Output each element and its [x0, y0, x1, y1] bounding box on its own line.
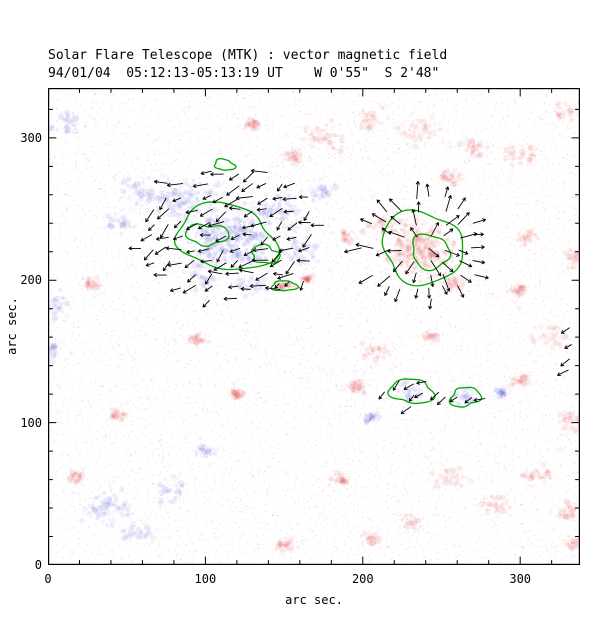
y-tick-label: 100	[20, 415, 42, 430]
x-tick-label: 300	[509, 572, 532, 586]
figure-title: Solar Flare Telescope (MTK) : vector mag…	[48, 48, 448, 63]
y-axis-label: arc sec.	[5, 297, 19, 355]
y-tick-label: 200	[20, 273, 42, 288]
magnetogram-canvas	[48, 88, 580, 565]
y-tick-label: 300	[20, 130, 42, 145]
x-tick-label: 100	[194, 572, 217, 586]
x-axis-label: arc sec.	[285, 593, 343, 607]
plot-area	[48, 88, 580, 565]
x-tick-label: 200	[351, 572, 374, 586]
x-tick-label: 0	[44, 572, 52, 586]
figure-subtitle: 94/01/04 05:12:13-05:13:19 UT W 0'55" S …	[48, 66, 440, 81]
y-tick-label: 0	[34, 558, 42, 572]
